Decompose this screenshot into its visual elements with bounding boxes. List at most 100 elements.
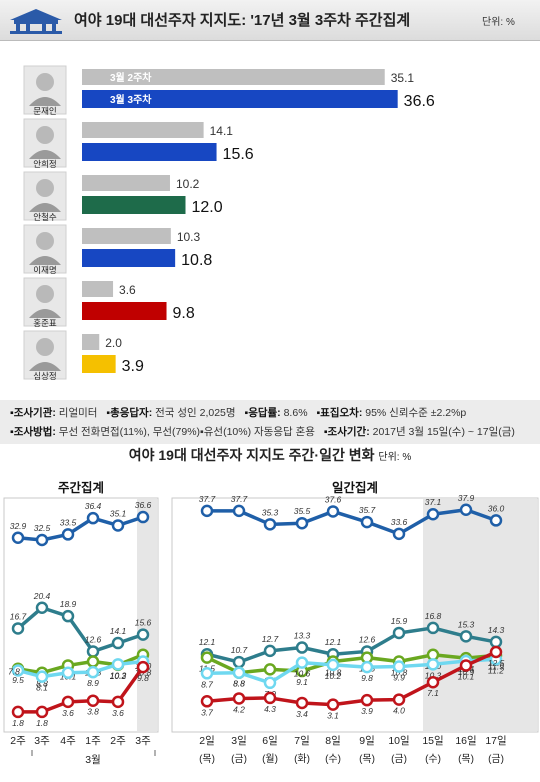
series-point [136, 660, 150, 674]
data-label: 10.7 [231, 645, 248, 655]
series-point [86, 655, 100, 668]
series-point [111, 658, 125, 671]
data-label: 11.9 [488, 661, 504, 671]
data-label: 36.0 [488, 503, 505, 513]
portrait-body [29, 256, 61, 265]
data-label: 1.8 [12, 718, 24, 728]
candidate-name: 이재명 [33, 265, 56, 275]
info-key: ▪조사기간: [323, 426, 370, 438]
portrait-body [29, 362, 61, 371]
data-label: 37.1 [425, 497, 442, 507]
data-label: 3.1 [327, 711, 339, 721]
highlight-shade [423, 499, 537, 731]
bar-value-this: 3.9 [122, 358, 144, 375]
series-point [295, 696, 309, 710]
highlight-shade [137, 499, 157, 731]
x-sub-label: (목) [458, 753, 474, 765]
data-label: 9.8 [137, 673, 149, 683]
data-label: 12.1 [325, 637, 342, 647]
bar-value-prev: 10.2 [176, 177, 200, 191]
section-title: 여야 19대 대선주자 지지도 주간·일간 변화 단위: % [0, 445, 540, 465]
data-label: 7.1 [427, 688, 439, 698]
data-label: 12.7 [262, 634, 279, 644]
x-tick-label: 2주 [10, 735, 26, 747]
data-label: 7.8 [8, 666, 20, 676]
series-point [111, 519, 125, 532]
series-point [263, 644, 277, 658]
series-point [263, 691, 277, 705]
series-point [295, 516, 309, 530]
x-sub-label: (목) [359, 753, 375, 765]
x-sub-label: (수) [325, 753, 341, 765]
series-line [206, 626, 497, 664]
bar-prev-week [82, 281, 114, 297]
bar-value-this: 36.6 [404, 93, 435, 110]
portrait-body [29, 309, 61, 318]
bar-this-week [82, 196, 186, 214]
portrait-body [29, 150, 61, 159]
bar-value-this: 9.8 [173, 305, 195, 322]
legend-this-week: 3월 3주차 [110, 93, 152, 106]
candidate-portrait [23, 224, 67, 274]
series-point [426, 621, 440, 635]
data-label: 8.8 [36, 679, 48, 689]
x-tick-label: 9일 [359, 734, 375, 747]
series-point [392, 693, 406, 706]
data-label: 12.1 [199, 637, 216, 647]
series-point [86, 511, 100, 525]
series-point [392, 626, 406, 640]
x-sub-label: (수) [425, 753, 441, 765]
bar-prev-week [82, 228, 171, 244]
candidate-portrait [23, 330, 67, 380]
portrait-head [36, 232, 54, 250]
data-label: 9.5 [12, 675, 24, 685]
chart-title: 주간집계 [58, 480, 104, 495]
data-label: 4.3 [264, 704, 276, 714]
candidate-name: 심상정 [33, 371, 56, 381]
candidate-portrait [23, 118, 67, 168]
data-label: 35.3 [262, 507, 279, 517]
data-label: 12.6 [85, 634, 102, 644]
bar-value-prev: 35.1 [391, 71, 415, 85]
data-label: 10.1 [458, 671, 475, 681]
header-bar: 여야 19대 대선주자 지지도: '17년 3월 3주차 주간집계 단위: % [0, 0, 540, 41]
x-tick-label: 3주 [34, 735, 50, 747]
section-title-text: 여야 19대 대선주자 지지도 주간·일간 변화 [128, 447, 375, 463]
series-point [295, 656, 309, 669]
series-point [459, 630, 473, 643]
page-title: 여야 19대 대선주자 지지도: '17년 3월 3주차 주간집계 [74, 12, 411, 29]
x-tick-label: 4주 [60, 735, 76, 747]
candidate-portrait [23, 65, 67, 115]
data-label: 8.8 [233, 679, 245, 689]
bar-prev-week [82, 69, 385, 85]
x-tick-label: 16일 [455, 734, 476, 747]
series-point [136, 628, 150, 641]
series-point [426, 675, 440, 689]
data-label: 8.1 [36, 683, 48, 693]
bar-prev-week [82, 175, 170, 191]
series-point [232, 504, 246, 518]
survey-info-line: ▪조사방법: 무선 전화면접(11%), 무선(79%)▪유선(10%) 자동응… [10, 424, 521, 439]
series-point [360, 660, 374, 674]
bar-this-week [82, 302, 167, 320]
data-label: 10.3 [425, 670, 442, 680]
data-label: 8.8 [233, 679, 245, 689]
trend-line-charts: 주간집계 32.9 32.5 33.5 36.4 35.1 36.6 16.7 20.4 18.9… [3, 480, 539, 766]
bar-value-this: 10.8 [181, 252, 212, 269]
data-label: 4.2 [233, 704, 245, 714]
data-label: 36.6 [135, 500, 152, 510]
x-tick-label: 1주 [85, 735, 101, 747]
series-point [326, 698, 340, 711]
series-point [232, 692, 246, 705]
bar-prev-week [82, 334, 100, 350]
unit-label: 단위: % [482, 17, 515, 28]
data-label: 3.9 [361, 706, 373, 716]
series-point [360, 515, 374, 529]
series-point [200, 667, 214, 680]
info-value: 무선 전화면접(11%), 무선(79%)▪유선(10%) 자동응답 혼용 [58, 426, 315, 438]
bar-value-this: 15.6 [223, 146, 254, 163]
data-label: 9.9 [393, 673, 405, 683]
series-line [206, 653, 497, 675]
series-point [392, 660, 406, 673]
